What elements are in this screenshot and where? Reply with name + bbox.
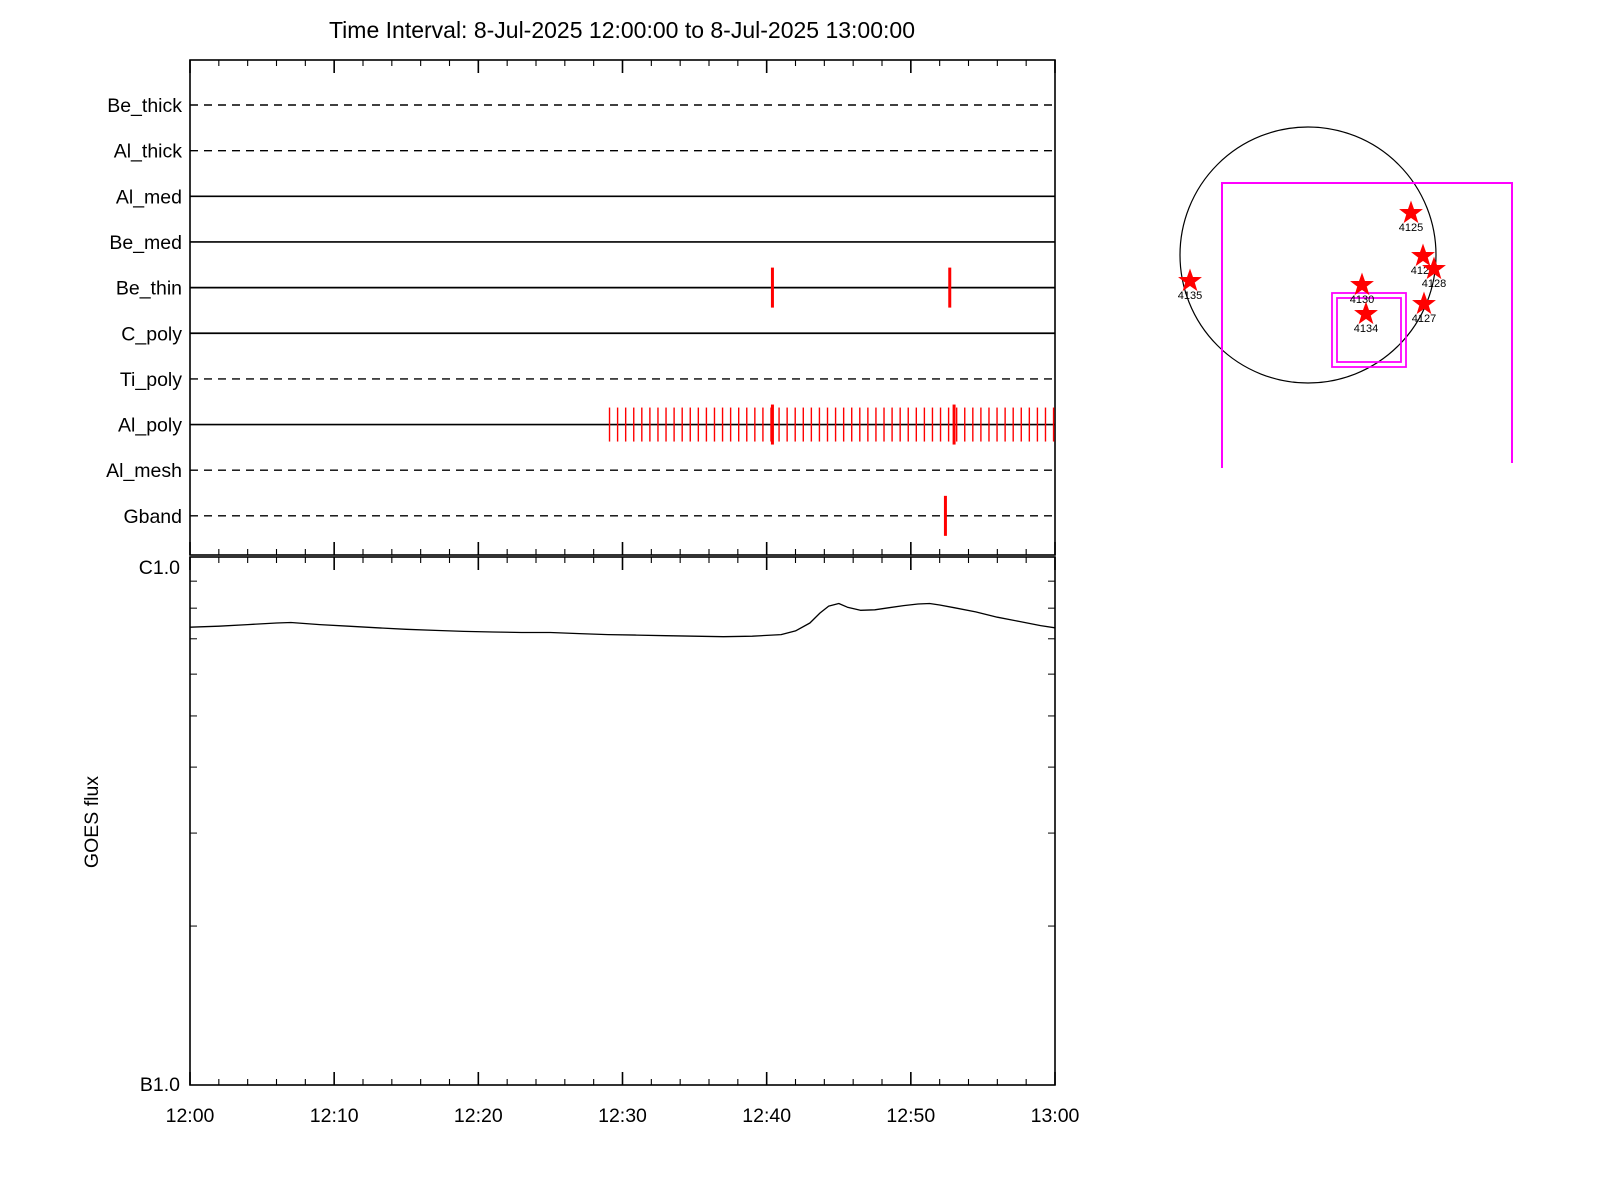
goes-y-top-label: C1.0 (139, 557, 180, 579)
filter-label: Al_mesh (106, 460, 182, 482)
active-region-label: 4134 (1354, 323, 1378, 335)
filter-label: Be_thin (116, 278, 182, 300)
filter-timeline-plot: Be_thick Al_thick Al_med Be_med Be_thin C_pol… (106, 59, 1056, 556)
filter-label: C_poly (121, 323, 182, 345)
goes-y-axis-label: GOES flux (81, 776, 103, 868)
time-axis-label: 12:10 (310, 1105, 359, 1127)
filter-label: Ti_poly (120, 369, 182, 391)
filter-label: Al_med (116, 186, 182, 208)
active-region-star (1412, 291, 1436, 315)
filter-label: Be_med (109, 232, 182, 254)
active-region-star (1411, 243, 1435, 267)
time-axis-label: 12:30 (598, 1105, 647, 1127)
solar-disk (1179, 126, 1437, 384)
active-region-star (1354, 301, 1378, 325)
goes-frame (189, 556, 1056, 1086)
goes-curve (189, 602, 1056, 638)
filter-label: Al_thick (114, 141, 183, 163)
filter-label: Be_thick (107, 95, 182, 117)
active-region-star (1422, 256, 1446, 280)
active-region-star (1350, 272, 1374, 296)
timeline-frame (189, 59, 1056, 556)
time-axis-label: 13:00 (1031, 1105, 1080, 1127)
active-region-label: 4127 (1412, 313, 1436, 325)
active-region-label: 4135 (1178, 290, 1202, 302)
time-axis-label: 12:50 (886, 1105, 935, 1127)
time-axis-label: 12:40 (742, 1105, 791, 1127)
page-title: Time Interval: 8-Jul-2025 12:00:00 to 8-… (329, 17, 915, 43)
active-region-label: 4128 (1422, 278, 1446, 290)
goes-flux-plot: 12:00 12:10 12:20 12:30 12:40 12:50 13:00 (166, 556, 1080, 1127)
fov-box-small-inner (1336, 297, 1402, 363)
active-region-label: 4130 (1350, 294, 1374, 306)
filter-label: Gband (123, 506, 182, 528)
active-region-label: 4125 (1399, 222, 1423, 234)
active-region-star (1178, 268, 1202, 292)
filter-label: Al_poly (118, 415, 182, 437)
time-axis-label: 12:00 (166, 1105, 215, 1127)
goes-y-bottom-label: B1.0 (140, 1074, 180, 1096)
fov-box-large (1221, 182, 1513, 468)
time-axis-label: 12:20 (454, 1105, 503, 1127)
fov-box-small-outer (1331, 292, 1407, 368)
active-region-star (1399, 200, 1423, 224)
